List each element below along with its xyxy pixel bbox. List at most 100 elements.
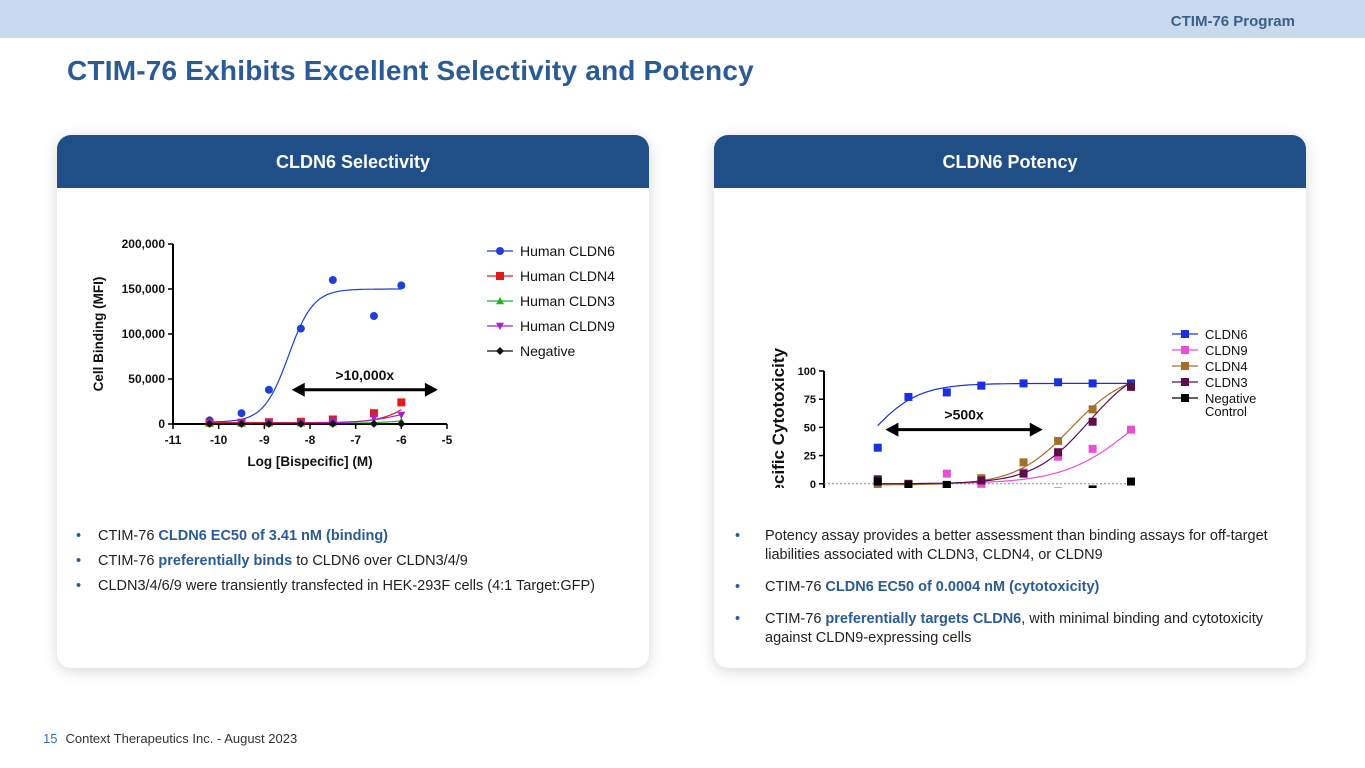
data-point — [369, 414, 378, 422]
y-tick-label: 100,000 — [122, 327, 166, 341]
data-point — [1054, 436, 1063, 445]
y-tick-label: 50,000 — [128, 372, 165, 386]
legend-marker — [496, 247, 504, 255]
y-tick-label: 0 — [158, 417, 165, 431]
fit-curve-0 — [209, 288, 402, 423]
footer-text: Context Therapeutics Inc. - August 2023 — [65, 731, 298, 746]
footer: 15 Context Therapeutics Inc. - August 202… — [43, 731, 297, 746]
data-point — [942, 469, 951, 478]
data-point — [328, 419, 337, 428]
selectivity-card: CLDN6 Selectivity -11 -10 -9 -8 -7 -6 -5 0 50,00… — [57, 135, 649, 668]
legend-marker — [1181, 346, 1189, 354]
data-point — [205, 419, 214, 428]
y-tick-label: 150,000 — [122, 282, 166, 296]
data-point — [1088, 444, 1097, 453]
x-tick-label: -10 — [210, 433, 228, 447]
data-point — [1054, 378, 1063, 387]
page-title: CTIM-76 Exhibits Excellent Selectivity a… — [67, 55, 754, 86]
legend-marker — [496, 322, 504, 330]
data-point — [296, 324, 305, 333]
x-tick-label: -9 — [259, 433, 270, 447]
page-number: 15 — [43, 731, 58, 746]
legend-marker — [496, 347, 504, 355]
bullet-item: • CTIM-76 CLDN6 EC50 of 3.41 nM (binding) — [76, 528, 389, 544]
legend-label: CLDN3 — [1205, 375, 1248, 390]
x-axis-label: Log [Bispecific] (M) — [247, 454, 372, 469]
y-axis-label: Cell Binding (MFI) — [91, 277, 106, 392]
legend-marker — [1181, 378, 1189, 386]
bullet-item: • CTIM-76 CLDN6 EC50 of 0.0004 nM (cytoto… — [735, 579, 1100, 595]
fold-arrow-head-right — [424, 382, 438, 397]
data-point — [873, 477, 882, 486]
fit-curve-2 — [877, 382, 1132, 486]
data-point — [873, 443, 882, 452]
y-tick-label: 25 — [804, 451, 816, 463]
data-point — [397, 411, 406, 419]
data-point — [942, 480, 951, 489]
data-point — [977, 381, 986, 390]
data-point — [1127, 382, 1135, 391]
data-point — [1088, 485, 1097, 494]
data-point — [1127, 477, 1135, 486]
potency-card: CLDN6 Potency -4-3-2-10-250255075100Log … — [714, 135, 1306, 668]
potency-chart: -4-3-2-10-250255075100Log [bsAb] (nM)% S… — [714, 188, 1306, 561]
legend-marker — [1181, 394, 1189, 402]
y-tick-label: 75 — [804, 394, 816, 406]
fold-annotation: >500x — [944, 407, 984, 423]
fit-curve-3 — [877, 381, 1132, 485]
bullet-item: • CLDN3/4/6/9 were transiently transfecte… — [76, 578, 595, 594]
data-point — [237, 419, 246, 428]
fold-arrow-head-right — [1029, 422, 1043, 437]
potency-bullets: • Potency assay provides a better assessm… — [735, 527, 1285, 661]
legend-label: Human CLDN3 — [520, 293, 615, 309]
data-point — [1127, 425, 1135, 434]
data-point — [977, 476, 986, 485]
legend-label: Negative — [520, 343, 575, 359]
legend-label: Negative — [1205, 391, 1256, 406]
x-tick-label: -5 — [442, 433, 453, 447]
potency-card-heading: CLDN6 Potency — [714, 135, 1306, 188]
potency-chart-svg: -4-3-2-10-250255075100Log [bsAb] (nM)% S… — [769, 327, 1256, 561]
data-point — [264, 385, 273, 394]
y-tick-label: 50 — [804, 422, 816, 434]
data-point — [397, 398, 406, 407]
fold-arrow-head-left — [885, 422, 899, 437]
data-point — [1088, 379, 1097, 388]
data-point — [1054, 448, 1063, 457]
legend-label: CLDN4 — [1205, 359, 1248, 374]
x-tick-label: -11 — [165, 433, 182, 447]
data-point — [1019, 469, 1028, 478]
data-point — [397, 419, 406, 428]
y-axis-label: % Specific Cytotoxicity — [769, 347, 788, 488]
bullet-item: • CTIM-76 preferentially binds to CLDN6 o… — [76, 553, 468, 569]
data-point — [1019, 458, 1028, 467]
data-point — [264, 419, 273, 428]
data-point — [369, 312, 378, 320]
data-point — [1054, 452, 1063, 461]
top-banner: CTIM-76 Program — [0, 0, 1365, 38]
legend-label: CLDN9 — [1205, 343, 1248, 358]
bullet-item: • CTIM-76 preferentially targets CLDN6, w… — [735, 611, 1264, 646]
legend-label: Human CLDN6 — [520, 243, 615, 259]
y-tick-label: 0 — [810, 479, 816, 488]
selectivity-chart-svg: -11 -10 -9 -8 -7 -6 -5 0 50,000 100,000 150,000 200… — [91, 237, 615, 469]
x-tick-label: -6 — [396, 433, 407, 447]
legend-label: CLDN6 — [1205, 327, 1248, 342]
fold-arrow-head-left — [291, 382, 305, 397]
program-label: CTIM-76 Program — [1170, 13, 1295, 30]
y-tick-label: 200,000 — [122, 237, 166, 251]
legend-label: Human CLDN9 — [520, 318, 615, 334]
data-point — [237, 409, 246, 418]
x-tick-label: -7 — [350, 433, 361, 447]
selectivity-card-heading: CLDN6 Selectivity — [57, 135, 649, 188]
data-point — [328, 276, 337, 284]
data-point — [369, 409, 378, 418]
fold-annotation: >10,000x — [335, 367, 394, 383]
data-point — [296, 419, 305, 428]
data-point — [904, 480, 913, 489]
data-point — [369, 419, 378, 428]
selectivity-bullets: • CTIM-76 CLDN6 EC50 of 3.41 nM (binding)… — [76, 527, 638, 602]
bullet-item: • Potency assay provides a better assessm… — [735, 528, 1268, 563]
data-point — [1019, 379, 1028, 388]
legend-marker — [496, 272, 504, 280]
